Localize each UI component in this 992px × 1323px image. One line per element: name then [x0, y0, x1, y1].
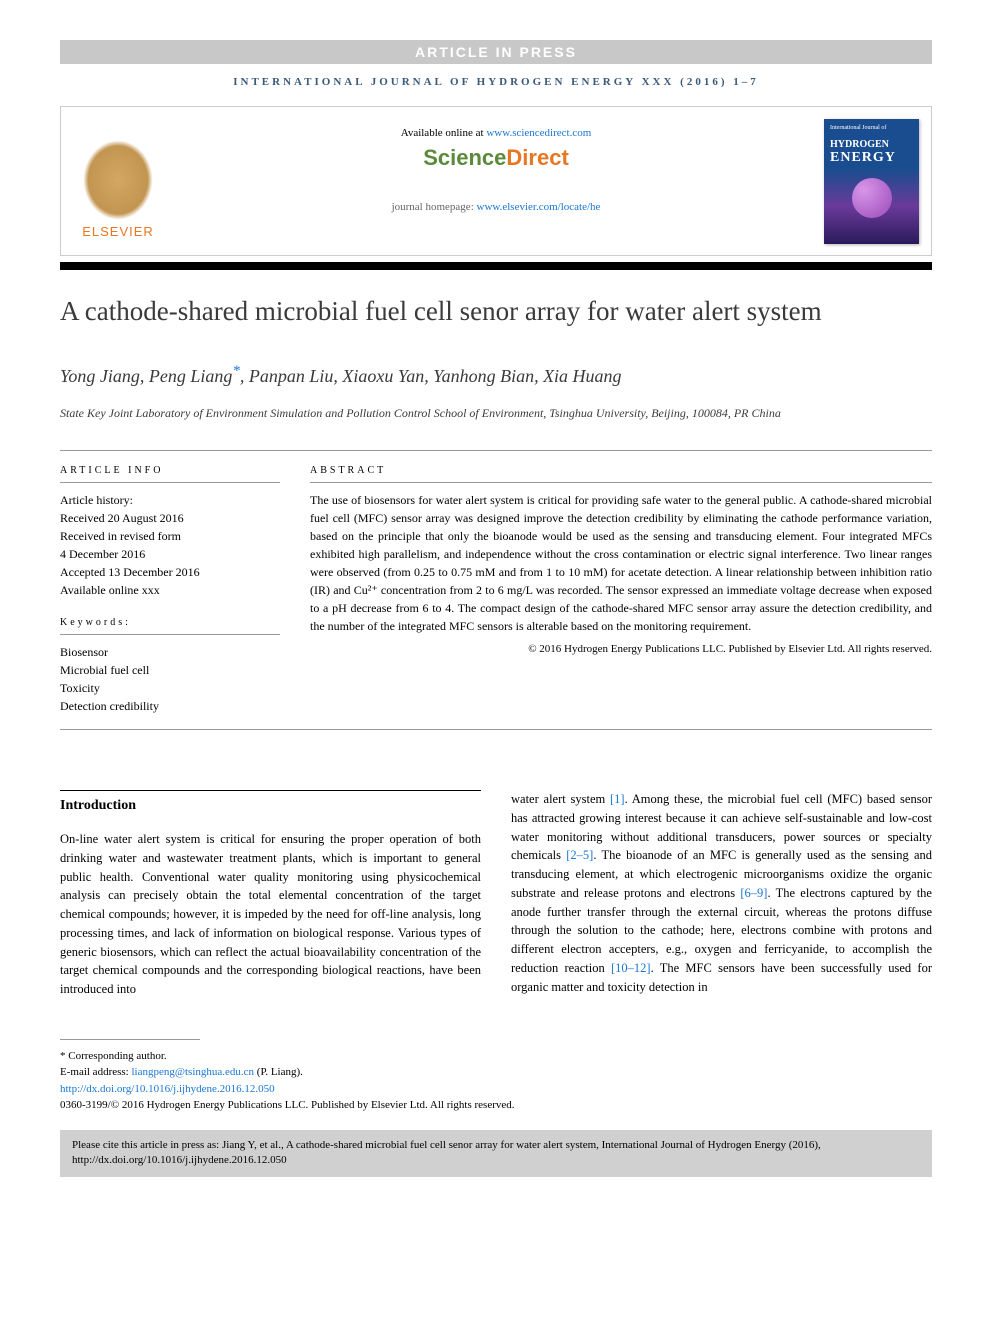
keyword: Toxicity — [60, 679, 280, 697]
keyword: Biosensor — [60, 643, 280, 661]
article-in-press-banner: ARTICLE IN PRESS — [60, 40, 932, 64]
email-suffix: (P. Liang). — [254, 1066, 303, 1078]
cover-journal-name: International Journal of — [830, 125, 913, 131]
text-segment: water alert system — [511, 792, 610, 806]
corresponding-author-note: * Corresponding author. — [60, 1048, 932, 1065]
cover-sphere-icon — [852, 178, 892, 218]
column-left: Introduction On-line water alert system … — [60, 790, 481, 999]
ref-link[interactable]: [1] — [610, 792, 625, 806]
cover-energy: ENERGY — [830, 150, 913, 166]
footer-separator — [60, 1039, 200, 1040]
homepage-label: journal homepage: — [392, 201, 477, 213]
authors-post: , Panpan Liu, Xiaoxu Yan, Yanhong Bian, … — [240, 366, 622, 386]
header-box: ELSEVIER Available online at www.science… — [60, 106, 932, 256]
revised-date: 4 December 2016 — [60, 545, 280, 563]
cover-hydrogen: HYDROGEN — [830, 139, 913, 150]
online-date: Available online xxx — [60, 581, 280, 599]
elsevier-text: ELSEVIER — [82, 224, 154, 239]
received-date: Received 20 August 2016 — [60, 509, 280, 527]
introduction-heading: Introduction — [60, 790, 481, 816]
column-right: water alert system [1]. Among these, the… — [511, 790, 932, 999]
abstract: ABSTRACT The use of biosensors for water… — [310, 465, 932, 715]
title-separator-bar — [60, 262, 932, 270]
ref-link[interactable]: [2–5] — [566, 848, 593, 862]
article-title: A cathode-shared microbial fuel cell sen… — [60, 294, 932, 329]
available-online: Available online at www.sciencedirect.co… — [77, 127, 915, 139]
email-line: E-mail address: liangpeng@tsinghua.edu.c… — [60, 1064, 932, 1081]
history-label: Article history: — [60, 491, 280, 509]
sciencedirect-logo: ScienceDirect — [77, 145, 915, 171]
body-columns: Introduction On-line water alert system … — [60, 790, 932, 999]
keywords-label: Keywords: — [60, 617, 280, 635]
ref-link[interactable]: [6–9] — [740, 886, 767, 900]
sd-direct: Direct — [506, 145, 568, 170]
accepted-date: Accepted 13 December 2016 — [60, 563, 280, 581]
sciencedirect-link[interactable]: www.sciencedirect.com — [486, 127, 591, 139]
revised-label: Received in revised form — [60, 527, 280, 545]
intro-paragraph-2: water alert system [1]. Among these, the… — [511, 790, 932, 996]
issn-copyright: 0360-3199/© 2016 Hydrogen Energy Publica… — [60, 1097, 932, 1114]
abstract-text: The use of biosensors for water alert sy… — [310, 491, 932, 635]
authors-pre: Yong Jiang, Peng Liang — [60, 366, 232, 386]
keyword: Detection credibility — [60, 697, 280, 715]
email-label: E-mail address: — [60, 1066, 131, 1078]
article-info: ARTICLE INFO Article history: Received 2… — [60, 465, 280, 715]
homepage-link[interactable]: www.elsevier.com/locate/he — [477, 201, 601, 213]
elsevier-logo: ELSEVIER — [73, 119, 163, 239]
authors-list: Yong Jiang, Peng Liang*, Panpan Liu, Xia… — [60, 361, 932, 389]
author-email-link[interactable]: liangpeng@tsinghua.edu.cn — [131, 1066, 254, 1078]
elsevier-tree-icon — [83, 140, 153, 220]
abstract-header: ABSTRACT — [310, 465, 932, 483]
journal-homepage: journal homepage: www.elsevier.com/locat… — [77, 201, 915, 213]
doi-link[interactable]: http://dx.doi.org/10.1016/j.ijhydene.201… — [60, 1083, 275, 1095]
sd-science: Science — [423, 145, 506, 170]
ref-link[interactable]: [10–12] — [611, 961, 651, 975]
journal-cover-thumbnail: International Journal of HYDROGEN ENERGY — [824, 119, 919, 244]
journal-citation-header: INTERNATIONAL JOURNAL OF HYDROGEN ENERGY… — [60, 76, 932, 88]
available-text: Available online at — [401, 127, 487, 139]
info-abstract-section: ARTICLE INFO Article history: Received 2… — [60, 450, 932, 730]
citation-box: Please cite this article in press as: Ji… — [60, 1130, 932, 1177]
intro-paragraph-1: On-line water alert system is critical f… — [60, 830, 481, 999]
abstract-copyright: © 2016 Hydrogen Energy Publications LLC.… — [310, 643, 932, 655]
corresponding-star: * — [232, 363, 240, 379]
keyword: Microbial fuel cell — [60, 661, 280, 679]
footer-notes: * Corresponding author. E-mail address: … — [60, 1048, 932, 1114]
affiliation: State Key Joint Laboratory of Environmen… — [60, 405, 932, 422]
article-info-header: ARTICLE INFO — [60, 465, 280, 483]
